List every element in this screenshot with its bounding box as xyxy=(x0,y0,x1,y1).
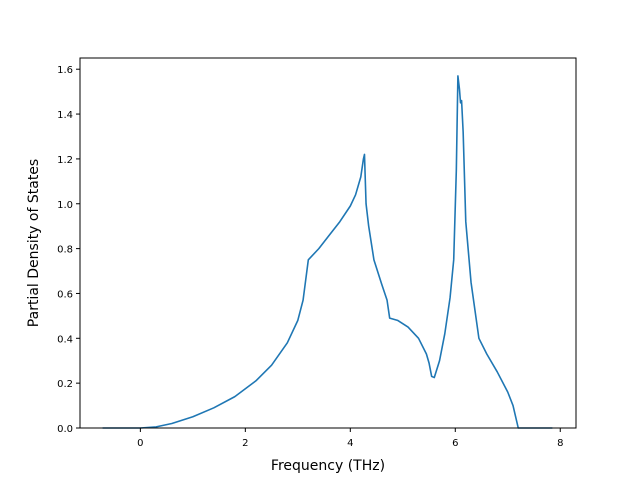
x-axis-label: Frequency (THz) xyxy=(271,458,385,474)
x-tick-label: 0 xyxy=(137,438,143,449)
x-tick-label: 6 xyxy=(452,438,458,449)
x-tick-label: 2 xyxy=(242,438,248,449)
y-tick-label: 1.6 xyxy=(57,65,73,76)
y-tick-label: 0.6 xyxy=(57,289,73,300)
series-line-0 xyxy=(102,75,553,429)
plot-area xyxy=(80,58,576,428)
y-tick-label: 0.2 xyxy=(57,379,73,390)
x-tick-label: 8 xyxy=(557,438,563,449)
y-tick-label: 0.0 xyxy=(57,424,73,435)
y-tick-label: 0.8 xyxy=(57,245,73,256)
y-tick-label: 1.2 xyxy=(57,155,73,166)
y-tick-label: 1.4 xyxy=(57,110,73,121)
x-tick-label: 4 xyxy=(347,438,353,449)
axes-frame xyxy=(79,57,577,429)
y-tick-label: 0.4 xyxy=(57,334,73,345)
y-tick-label: 1.0 xyxy=(57,200,73,211)
y-axis-label: Partial Density of States xyxy=(26,159,42,327)
